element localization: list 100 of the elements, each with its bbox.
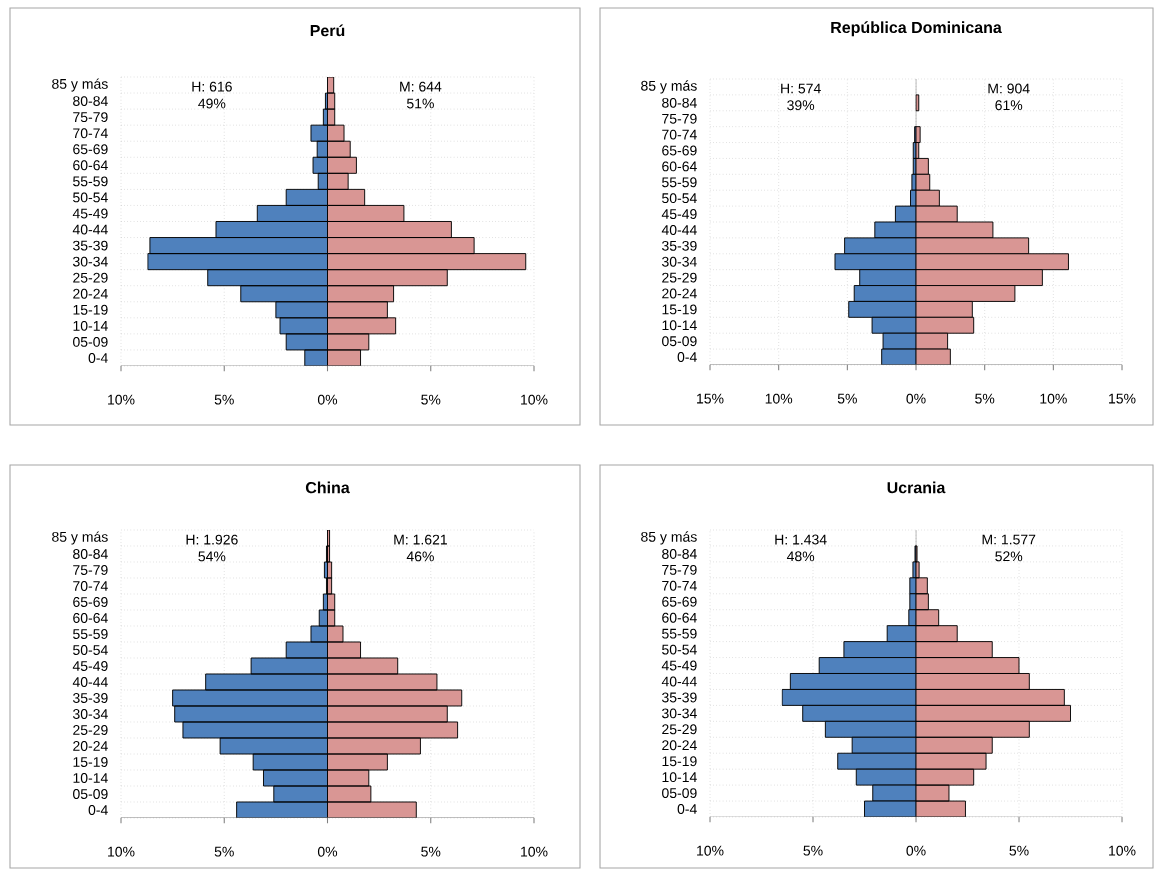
y-tick-label: 75-79 (73, 112, 108, 123)
x-tick-label: 0% (906, 845, 926, 856)
y-tick-label: 45-49 (661, 209, 697, 220)
y-tick-label: 60-64 (662, 161, 697, 172)
annotation: H: 574 (781, 83, 821, 94)
y-tick-label: 20-24 (73, 741, 108, 751)
y-tick-label: 55-59 (73, 176, 108, 187)
x-tick-label: 5% (1009, 845, 1029, 856)
y-tick-label: 60-64 (73, 160, 108, 171)
y-tick-label: 80-84 (73, 549, 108, 559)
x-tick-label: 10% (521, 846, 548, 857)
y-tick-label: 35-39 (662, 692, 697, 703)
y-tick-label: 85 y más (641, 531, 697, 545)
y-tick-label: 80-84 (662, 97, 697, 108)
y-tick-label: 05-09 (662, 336, 697, 347)
y-tick-label: 75-79 (73, 565, 108, 575)
x-tick-label: 5% (421, 846, 441, 857)
annotation: 52% (995, 551, 1023, 562)
y-tick-label: 0-4 (677, 804, 697, 814)
y-tick-label: 30-34 (73, 256, 108, 267)
chart-title: Perú (310, 24, 345, 37)
y-tick-label: 40-44 (72, 224, 108, 235)
y-tick-label: 05-09 (73, 336, 108, 347)
y-tick-label: 20-24 (73, 288, 108, 299)
y-tick-label: 10-14 (73, 320, 108, 331)
y-tick-label: 45-49 (72, 661, 108, 671)
annotation: 54% (198, 551, 226, 562)
chart-title: República Dominicana (831, 21, 1002, 37)
y-tick-label: 15-19 (662, 304, 697, 315)
x-tick-label: 10% (521, 394, 548, 405)
y-tick-label: 65-69 (73, 144, 108, 155)
y-tick-label: 40-44 (661, 676, 697, 687)
x-tick-label: 10% (1040, 393, 1067, 404)
x-tick-label: 0% (906, 393, 926, 404)
annotation: 48% (786, 551, 815, 562)
y-tick-label: 05-09 (662, 788, 697, 799)
y-tick-label: 30-34 (662, 256, 697, 267)
annotation: H: 1.926 (186, 534, 238, 545)
x-tick-label: 5% (421, 394, 441, 405)
y-tick-label: 60-64 (662, 612, 697, 623)
y-tick-label: 75-79 (662, 113, 697, 124)
x-tick-label: 5% (803, 845, 823, 856)
x-tick-label: 15% (697, 393, 724, 404)
y-tick-label: 40-44 (72, 677, 108, 687)
y-tick-label: 65-69 (73, 597, 108, 607)
y-tick-label: 10-14 (662, 320, 697, 331)
y-tick-label: 55-59 (662, 177, 697, 188)
y-tick-label: 25-29 (662, 724, 697, 735)
x-tick-label: 10% (765, 393, 793, 404)
y-tick-label: 65-69 (662, 596, 697, 607)
y-tick-label: 15-19 (73, 304, 108, 315)
y-tick-label: 20-24 (662, 740, 697, 751)
y-tick-label: 45-49 (661, 660, 697, 671)
x-tick-label: 10% (1109, 845, 1136, 856)
annotation: 49% (198, 98, 226, 109)
x-tick-label: 15% (1109, 393, 1136, 404)
y-tick-label: 05-09 (73, 789, 108, 799)
y-tick-label: 35-39 (73, 240, 108, 251)
y-tick-label: 0-4 (88, 353, 108, 363)
x-tick-label: 5% (975, 393, 995, 404)
annotation: 61% (995, 100, 1023, 111)
annotation: M: 1.621 (394, 534, 447, 545)
chart-title: China (305, 481, 350, 494)
x-tick-label: 10% (108, 846, 135, 857)
x-tick-label: 10% (108, 394, 135, 405)
y-tick-label: 30-34 (662, 708, 697, 719)
y-tick-label: 50-54 (662, 644, 697, 655)
y-tick-label: 25-29 (662, 272, 697, 283)
y-tick-label: 35-39 (73, 693, 108, 703)
x-tick-label: 0% (317, 394, 338, 405)
y-tick-label: 35-39 (662, 240, 697, 251)
annotation: 39% (787, 100, 815, 111)
y-tick-label: 80-84 (662, 548, 697, 559)
x-tick-label: 5% (214, 394, 234, 405)
y-tick-label: 45-49 (72, 208, 108, 219)
annotation: 46% (406, 551, 434, 562)
y-tick-label: 25-29 (73, 725, 108, 735)
x-tick-label: 5% (214, 846, 234, 857)
y-tick-label: 65-69 (662, 145, 697, 156)
y-tick-label: 20-24 (662, 288, 697, 299)
y-tick-label: 85 y más (52, 78, 108, 92)
y-tick-label: 0-4 (88, 805, 108, 815)
y-tick-label: 55-59 (73, 629, 108, 639)
y-tick-label: 55-59 (662, 628, 697, 639)
y-tick-label: 50-54 (662, 193, 697, 204)
y-tick-label: 70-74 (662, 129, 697, 140)
y-tick-label: 85 y más (641, 80, 697, 94)
annotation: M: 1.577 (982, 534, 1036, 545)
annotation: 51% (406, 98, 434, 109)
y-tick-label: 60-64 (73, 613, 108, 623)
annotation: H: 616 (192, 81, 232, 92)
y-tick-label: 70-74 (73, 128, 108, 139)
y-tick-label: 80-84 (73, 96, 108, 107)
y-tick-label: 70-74 (662, 580, 697, 591)
x-tick-label: 0% (317, 846, 338, 857)
y-tick-label: 10-14 (73, 773, 108, 783)
y-tick-label: 15-19 (662, 756, 697, 767)
y-tick-label: 75-79 (662, 564, 697, 575)
annotation: M: 644 (400, 81, 442, 92)
y-tick-label: 25-29 (73, 272, 108, 283)
